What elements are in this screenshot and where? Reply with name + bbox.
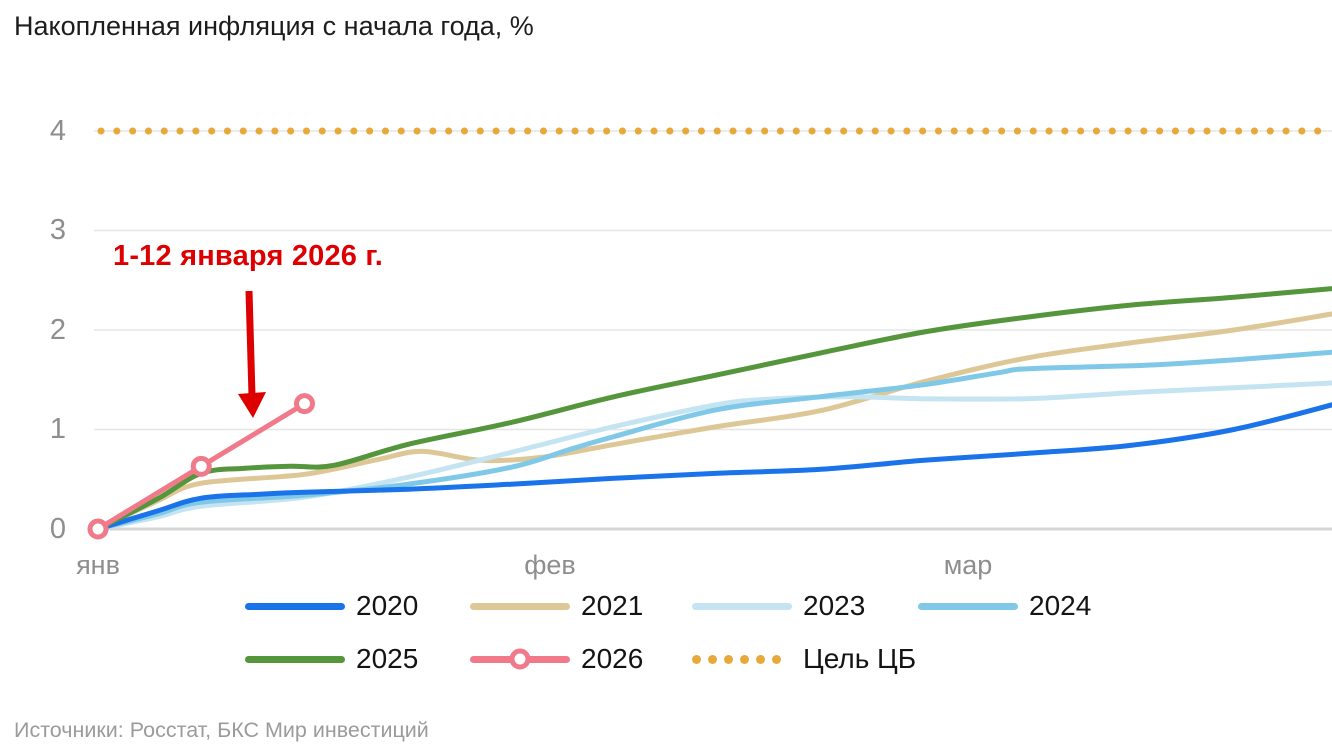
legend-item-2025: 2025 bbox=[245, 643, 419, 674]
legend-swatch-2024 bbox=[918, 602, 1018, 610]
legend-item-2023: 2023 bbox=[692, 590, 866, 621]
legend-label-2021: 2021 bbox=[581, 590, 644, 621]
legend-label-2024: 2024 bbox=[1029, 590, 1092, 621]
y-tick-4: 4 bbox=[49, 115, 66, 147]
circle-marker-icon bbox=[509, 648, 531, 670]
source-note: Источники: Росстат, БКС Мир инвестиций bbox=[14, 718, 429, 742]
x-tick-jan: янв bbox=[76, 550, 120, 580]
legend-swatch-2026 bbox=[470, 648, 570, 670]
legend-label-2020: 2020 bbox=[356, 590, 419, 621]
legend-item-2024: 2024 bbox=[918, 590, 1092, 621]
legend-swatch-cb-target-dots-icon bbox=[692, 654, 792, 664]
gridlines bbox=[94, 130, 1332, 531]
legend-item-2026: 2026 bbox=[470, 643, 644, 674]
legend-label-cb-target: Цель ЦБ bbox=[803, 643, 917, 674]
legend-item-2021: 2021 bbox=[470, 590, 644, 621]
legend-item-2020: 2020 bbox=[245, 590, 419, 621]
legend-label-2025: 2025 bbox=[356, 643, 419, 674]
legend-swatch-2023 bbox=[692, 602, 792, 610]
series-markers bbox=[87, 393, 315, 540]
x-tick-feb: фев bbox=[524, 550, 576, 580]
legend-swatch-2020 bbox=[245, 602, 345, 610]
chart-title: Накопленная инфляция с начала года, % bbox=[14, 11, 534, 41]
y-tick-1: 1 bbox=[49, 413, 66, 445]
annotation-label: 1-12 января 2026 г. bbox=[113, 240, 384, 272]
y-tick-3: 3 bbox=[49, 214, 66, 246]
x-tick-mar: мар bbox=[943, 550, 993, 580]
annotation-arrow-icon bbox=[238, 290, 266, 418]
legend-swatch-2021 bbox=[470, 602, 570, 610]
legend-label-2023: 2023 bbox=[803, 590, 866, 621]
legend-label-2026: 2026 bbox=[581, 643, 644, 674]
y-tick-2: 2 bbox=[49, 314, 66, 346]
series-lines bbox=[95, 286, 1332, 532]
legend-item-cb-target: Цель ЦБ bbox=[692, 643, 917, 674]
y-tick-0: 0 bbox=[49, 513, 66, 545]
legend-swatch-2025 bbox=[245, 655, 345, 663]
